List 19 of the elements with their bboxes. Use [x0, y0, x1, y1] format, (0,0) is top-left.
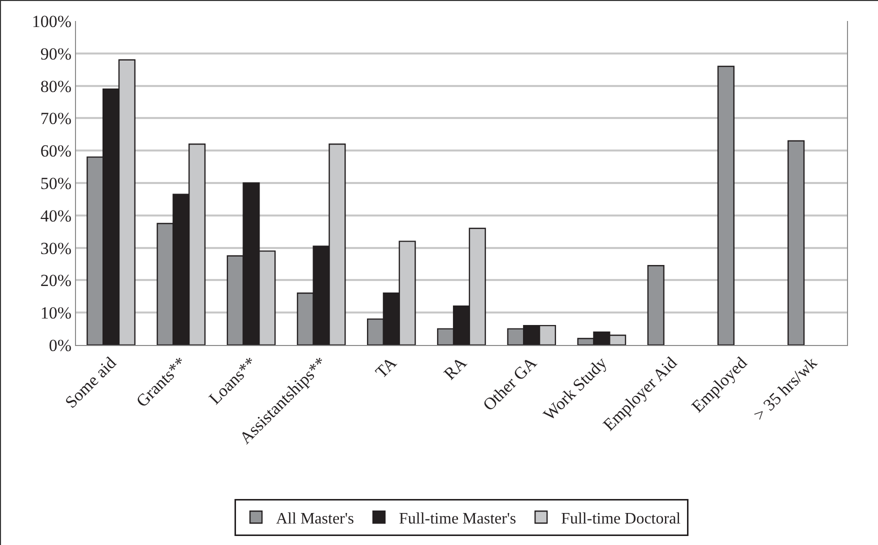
y-tick-label: 0% — [48, 336, 72, 355]
bar — [788, 140, 805, 345]
legend-label: Full-time Doctoral — [561, 510, 682, 528]
legend-label: Full-time Master's — [398, 510, 516, 528]
y-tick-label: 50% — [40, 174, 72, 193]
y-tick-label: 70% — [40, 109, 72, 128]
x-tick-label: TA — [372, 352, 401, 382]
y-tick-label: 40% — [40, 206, 72, 226]
legend-label: All Master's — [276, 510, 354, 528]
y-tick-label: 10% — [40, 304, 72, 323]
y-tick-label: 20% — [40, 271, 72, 290]
y-tick-label: 90% — [40, 44, 72, 64]
y-tick-label: 30% — [40, 238, 72, 258]
y-tick-label: 80% — [40, 76, 72, 96]
y-tick-label: 100% — [32, 12, 72, 31]
y-tick-label: 60% — [40, 142, 72, 161]
bar — [717, 66, 735, 345]
bar — [647, 265, 664, 345]
x-tick-label: RA — [440, 352, 471, 384]
